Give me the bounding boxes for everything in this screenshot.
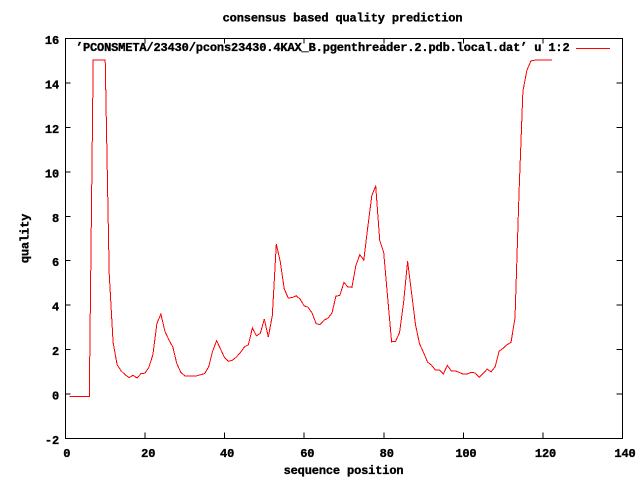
- svg-text:14: 14: [45, 78, 59, 92]
- svg-text:80: 80: [380, 447, 394, 461]
- svg-text:10: 10: [45, 167, 59, 181]
- svg-text:0: 0: [52, 390, 59, 404]
- svg-text:16: 16: [45, 34, 59, 48]
- svg-text:60: 60: [300, 447, 314, 461]
- svg-text:2: 2: [52, 345, 59, 359]
- svg-text:0: 0: [63, 447, 70, 461]
- svg-text:40: 40: [220, 447, 234, 461]
- svg-text:140: 140: [614, 447, 635, 461]
- svg-text:120: 120: [535, 447, 556, 461]
- svg-text:’PCONSMETA/23430/pcons23430.4K: ’PCONSMETA/23430/pcons23430.4KAX_B.pgent…: [76, 41, 570, 55]
- svg-text:consensus based quality predic: consensus based quality prediction: [223, 12, 463, 26]
- svg-text:-2: -2: [45, 434, 59, 448]
- svg-text:6: 6: [52, 256, 59, 270]
- svg-text:8: 8: [52, 212, 59, 226]
- svg-text:20: 20: [141, 447, 155, 461]
- svg-text:sequence position: sequence position: [284, 464, 404, 478]
- svg-text:12: 12: [45, 123, 59, 137]
- svg-text:quality: quality: [19, 214, 33, 263]
- svg-text:4: 4: [52, 301, 59, 315]
- svg-text:100: 100: [455, 447, 476, 461]
